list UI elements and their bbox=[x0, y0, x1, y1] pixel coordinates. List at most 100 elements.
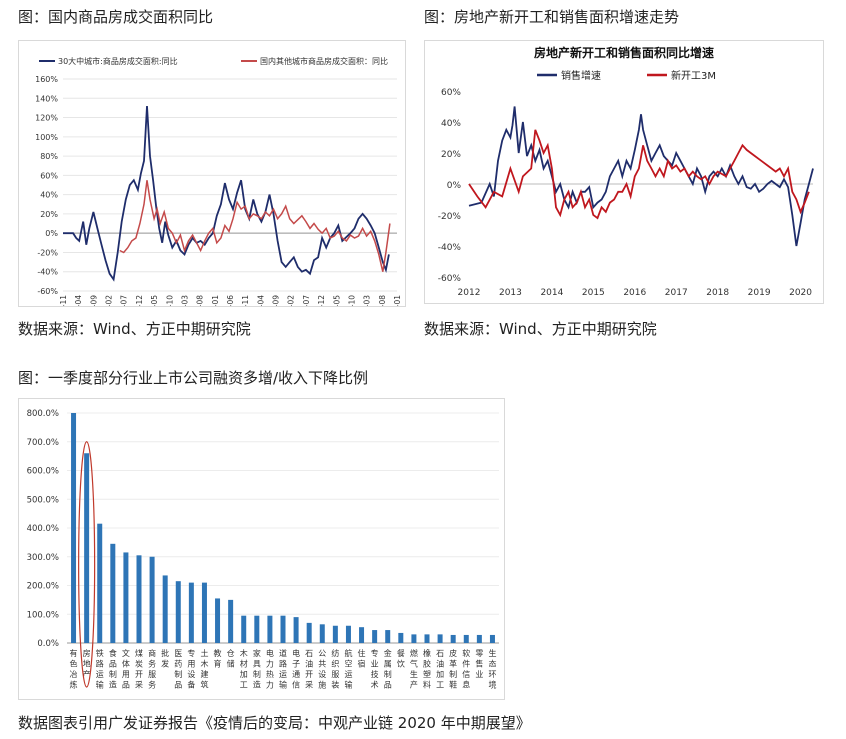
x-tick-label: 2010-11 bbox=[59, 295, 68, 306]
chart3-panel: 800.0% 700.0% 600.0% 500.0% 400.0% 300.0% 200.… bbox=[18, 398, 505, 700]
chart1-panel: 160% 140% 120% 100% 80% 60% 40% 20% 0% -20% -40% -6… bbox=[18, 40, 406, 307]
y-tick-label: 60% bbox=[40, 171, 58, 180]
x-category-label: 燃气生产 bbox=[410, 648, 418, 690]
x-tick-label: 2013-05 bbox=[150, 295, 159, 306]
x-tick-label: 2017-07 bbox=[302, 295, 311, 306]
x-category-label: 纺织服装 bbox=[331, 648, 339, 690]
x-category-label: 电子通信 bbox=[292, 648, 300, 690]
bar bbox=[215, 598, 221, 643]
bar bbox=[476, 634, 482, 643]
series-line bbox=[63, 105, 390, 282]
bar bbox=[175, 581, 181, 643]
bar bbox=[359, 627, 365, 643]
bar bbox=[188, 582, 194, 643]
x-tick-label: 2015-11 bbox=[241, 295, 250, 306]
caption-chart1: 图：国内商品房成交面积同比 bbox=[18, 8, 214, 26]
x-tick-label: 2015 bbox=[582, 288, 605, 298]
y-tick-label: 100% bbox=[35, 133, 58, 142]
bar bbox=[280, 615, 286, 643]
x-tick-label: 2014 bbox=[540, 288, 563, 298]
bar bbox=[424, 634, 430, 643]
x-tick-label: 2019-03 bbox=[363, 295, 372, 306]
legend-label: 国内其他城市商品房成交面积：同比 bbox=[260, 56, 388, 66]
x-category-label: 石油加工 bbox=[436, 649, 444, 690]
x-tick-label: 2020 bbox=[789, 288, 812, 298]
x-category-label: 土木建筑 bbox=[200, 648, 208, 690]
x-tick-label: 2015-01 bbox=[211, 295, 220, 306]
bar bbox=[306, 622, 312, 643]
caption-chart2: 图：房地产新开工和销售面积增速走势 bbox=[424, 8, 680, 26]
bar bbox=[293, 617, 299, 643]
bar bbox=[136, 555, 142, 643]
bar bbox=[437, 634, 443, 643]
y-tick-label: 300.0% bbox=[27, 553, 59, 563]
legend-label: 新开工3M bbox=[671, 69, 716, 82]
x-tick-label: 2015-06 bbox=[226, 295, 235, 306]
legend-label: 销售增速 bbox=[561, 69, 601, 82]
y-tick-label: 0% bbox=[447, 181, 462, 191]
x-category-label: 金属制品 bbox=[384, 648, 392, 690]
x-category-label: 道路运输 bbox=[279, 648, 287, 690]
x-tick-label: 2016 bbox=[623, 288, 646, 298]
x-category-label: 零售业 bbox=[475, 649, 483, 679]
legend-label: 30大中城市:商品房成交面积:同比 bbox=[58, 56, 178, 66]
x-category-label: 橡胶塑料 bbox=[423, 648, 431, 690]
bar bbox=[450, 634, 456, 643]
x-category-label: 铁路运输 bbox=[96, 648, 104, 690]
bar bbox=[110, 543, 116, 643]
x-category-label: 住宿 bbox=[358, 648, 366, 669]
bar bbox=[489, 634, 495, 643]
y-tick-label: 60% bbox=[441, 88, 461, 98]
y-tick-label: -60% bbox=[438, 274, 462, 284]
y-tick-label: 20% bbox=[40, 210, 58, 219]
bar bbox=[267, 615, 273, 643]
x-tick-label: 2019-08 bbox=[378, 295, 387, 306]
y-tick-label: 400.0% bbox=[27, 524, 59, 534]
x-category-label: 医药制品 bbox=[174, 649, 182, 690]
bar bbox=[162, 575, 168, 643]
y-tick-label: -20% bbox=[37, 248, 58, 257]
source-chart2: 数据来源：Wind、方正中期研究院 bbox=[424, 320, 657, 338]
bar bbox=[345, 625, 351, 643]
y-tick-label: -20% bbox=[438, 212, 462, 222]
x-category-label: 餐饮 bbox=[397, 649, 405, 669]
bar bbox=[123, 552, 129, 643]
y-tick-label: 0% bbox=[45, 229, 58, 238]
x-tick-label: 2020-01 bbox=[393, 295, 402, 306]
x-tick-label: 2017 bbox=[665, 288, 688, 298]
x-category-label: 煤炭开采 bbox=[135, 648, 143, 690]
chart-title: 房地产新开工和销售面积同比增速 bbox=[534, 45, 714, 60]
x-category-label: 皮革制鞋 bbox=[449, 648, 457, 690]
x-tick-label: 2016-09 bbox=[272, 295, 281, 306]
x-tick-label: 2013-10 bbox=[165, 295, 174, 306]
x-tick-label: 2018-10 bbox=[347, 295, 356, 306]
x-tick-label: 2012-02 bbox=[105, 295, 114, 306]
y-tick-label: 0.0% bbox=[37, 639, 59, 649]
x-category-label: 教育 bbox=[214, 648, 222, 669]
bar bbox=[71, 413, 77, 643]
bar bbox=[463, 634, 469, 643]
bar bbox=[398, 632, 404, 643]
bar bbox=[319, 624, 325, 643]
x-category-label: 商务服务 bbox=[148, 648, 156, 690]
x-category-label: 家具制造 bbox=[253, 648, 261, 690]
bar bbox=[254, 615, 260, 643]
x-category-label: 航空运输 bbox=[344, 648, 352, 690]
highlight-ellipse bbox=[78, 441, 96, 688]
bar bbox=[385, 630, 391, 643]
x-category-label: 木材加工 bbox=[240, 648, 248, 690]
x-category-label: 电力热力 bbox=[266, 648, 274, 690]
x-tick-label: 2011-09 bbox=[89, 295, 98, 306]
bar bbox=[332, 625, 338, 643]
x-tick-label: 2014-08 bbox=[196, 295, 205, 306]
y-tick-label: 160% bbox=[35, 75, 58, 84]
x-category-label: 生态环境 bbox=[488, 648, 496, 690]
x-category-label: 公共设施 bbox=[318, 649, 326, 690]
x-category-label: 石油开采 bbox=[305, 649, 313, 690]
y-tick-label: 140% bbox=[35, 94, 58, 103]
x-tick-label: 2012 bbox=[458, 288, 481, 298]
x-tick-label: 2014-03 bbox=[180, 295, 189, 306]
y-tick-label: -60% bbox=[37, 287, 58, 296]
x-tick-label: 2018-05 bbox=[332, 295, 341, 306]
bar bbox=[241, 615, 247, 643]
